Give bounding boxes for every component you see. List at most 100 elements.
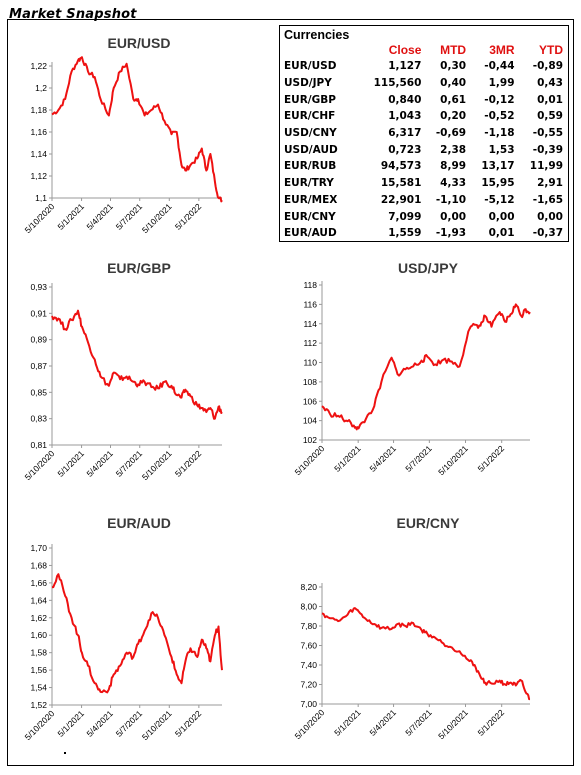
- snapshot-frame: [7, 19, 574, 766]
- value-cell: -5,12: [484, 193, 515, 206]
- currencies-table: Currencies Close MTD 3MR YTD EUR/USD 1,12…: [279, 25, 569, 242]
- table-row: USD/AUD 0,723 2,38 1,53 -0,39: [280, 141, 568, 158]
- value-cell: 1,99: [488, 77, 515, 90]
- x-tick-label: 5/1/2021: [56, 201, 87, 232]
- y-tick-label: 0,81: [30, 440, 47, 450]
- y-tick-label: 0,87: [30, 361, 47, 371]
- table-row: EUR/GBP 0,840 0,61 -0,12 0,01: [280, 91, 568, 108]
- table-row: EUR/USD 1,127 0,30 -0,44 -0,89: [280, 58, 568, 75]
- value-cell: 0,00: [488, 210, 515, 223]
- value-cell: -0,12: [484, 93, 515, 106]
- y-tick-label: 1,16: [30, 127, 47, 137]
- value-cell: 6,317: [388, 127, 422, 140]
- value-cell: 13,17: [481, 160, 515, 173]
- x-tick-label: 5/4/2021: [84, 448, 115, 479]
- y-tick-label: 1,54: [30, 683, 47, 693]
- value-cell: -0,44: [484, 60, 515, 73]
- y-tick-label: 118: [303, 280, 317, 290]
- value-cell: 1,127: [388, 60, 422, 73]
- x-tick-label: 5/10/2021: [436, 443, 470, 477]
- x-tick-label: 5/4/2021: [368, 443, 399, 474]
- x-tick-label: 5/7/2021: [403, 707, 434, 738]
- y-tick-label: 1,58: [30, 648, 47, 658]
- chart-title: EUR/CNY: [396, 515, 460, 531]
- value-cell: -0,69: [435, 127, 467, 140]
- x-tick-label: 5/1/2022: [173, 708, 204, 739]
- y-tick-label: 1,1: [35, 193, 47, 203]
- value-cell: -0,55: [532, 127, 563, 140]
- x-tick-label: 5/1/2022: [476, 443, 507, 474]
- value-cell: 1,559: [388, 227, 422, 240]
- column-header: YTD: [539, 43, 563, 57]
- value-cell: 0,00: [537, 210, 563, 223]
- chart-euraud: EUR/AUD 1,52 1,54 1,56 1,58 1,60 1,62 1,64 1,66 1…: [23, 515, 223, 742]
- y-tick-label: 1,68: [30, 560, 47, 570]
- table-row: EUR/TRY 15,581 4,33 15,95 2,91: [280, 175, 568, 192]
- y-tick-label: 7,40: [300, 660, 317, 670]
- y-tick-label: 1,18: [30, 105, 47, 115]
- page-title: Market Snapshot: [9, 7, 137, 22]
- x-tick-label: 5/7/2021: [403, 443, 434, 474]
- table-row: EUR/CHF 1,043 0,20 -0,52 0,59: [280, 108, 568, 125]
- y-tick-label: 0,83: [30, 414, 47, 424]
- table-row: EUR/RUB 94,573 8,99 13,17 11,99: [280, 158, 568, 175]
- value-cell: 0,20: [440, 110, 467, 123]
- series-line: [321, 303, 531, 431]
- value-cell: 15,581: [380, 177, 422, 190]
- value-cell: -0,52: [484, 110, 515, 123]
- pair-cell: EUR/AUD: [284, 227, 337, 240]
- y-tick-label: 8,00: [300, 602, 317, 612]
- table-row: USD/CNY 6,317 -0,69 -1,18 -0,55: [280, 125, 568, 142]
- series-line: [321, 607, 531, 701]
- x-tick-label: 5/10/2021: [140, 448, 174, 482]
- x-tick-label: 5/10/2021: [140, 708, 174, 742]
- pair-cell: EUR/RUB: [284, 160, 337, 173]
- y-tick-label: 102: [303, 435, 317, 445]
- chart-title: EUR/GBP: [107, 260, 171, 276]
- x-tick-label: 5/1/2021: [56, 708, 87, 739]
- y-tick-label: 1,70: [30, 543, 47, 553]
- pair-cell: EUR/CNY: [284, 210, 336, 223]
- value-cell: 115,560: [373, 77, 422, 90]
- value-cell: 1,53: [488, 143, 515, 156]
- pair-cell: EUR/CHF: [284, 110, 336, 123]
- table-row: EUR/AUD 1,559 -1,93 0,01 -0,37: [280, 225, 568, 242]
- value-cell: 11,99: [529, 160, 563, 173]
- x-tick-label: 5/4/2021: [84, 201, 115, 232]
- value-cell: 0,01: [537, 93, 563, 106]
- pair-cell: EUR/MEX: [284, 193, 338, 206]
- chart-title: USD/JPY: [398, 260, 459, 276]
- y-tick-label: 0,91: [30, 308, 47, 318]
- column-header: Close: [388, 43, 422, 57]
- value-cell: -0,39: [532, 143, 563, 156]
- table-row: EUR/MEX 22,901 -1,10 -5,12 -1,65: [280, 192, 568, 209]
- x-tick-label: 5/4/2021: [84, 708, 115, 739]
- y-tick-label: 1,14: [30, 149, 47, 159]
- value-cell: 94,573: [380, 160, 422, 173]
- y-tick-label: 0,89: [30, 335, 47, 345]
- divider-dot: [64, 752, 66, 754]
- column-header: MTD: [440, 43, 467, 57]
- pair-cell: USD/JPY: [284, 77, 332, 90]
- chart-title: EUR/AUD: [107, 515, 171, 531]
- value-cell: 0,43: [537, 77, 563, 90]
- y-tick-label: 108: [303, 377, 317, 387]
- x-tick-label: 5/10/2020: [293, 707, 327, 741]
- x-tick-label: 5/1/2022: [173, 448, 204, 479]
- value-cell: -1,65: [532, 193, 563, 206]
- y-tick-label: 112: [303, 338, 317, 348]
- y-tick-label: 110: [303, 358, 317, 368]
- x-tick-label: 5/10/2020: [23, 708, 57, 742]
- series-line: [51, 309, 223, 420]
- value-cell: -1,18: [484, 127, 515, 140]
- column-header: 3MR: [489, 43, 515, 57]
- y-tick-label: 7,80: [300, 621, 317, 631]
- table-row: USD/JPY 115,560 0,40 1,99 0,43: [280, 75, 568, 92]
- value-cell: -1,93: [435, 227, 467, 240]
- table-row: EUR/CNY 7,099 0,00 0,00 0,00: [280, 208, 568, 225]
- x-tick-label: 5/1/2022: [476, 707, 507, 738]
- value-cell: -0,37: [532, 227, 563, 240]
- y-tick-label: 1,62: [30, 613, 47, 623]
- x-tick-label: 5/10/2021: [436, 707, 470, 741]
- y-tick-label: 7,60: [300, 641, 317, 651]
